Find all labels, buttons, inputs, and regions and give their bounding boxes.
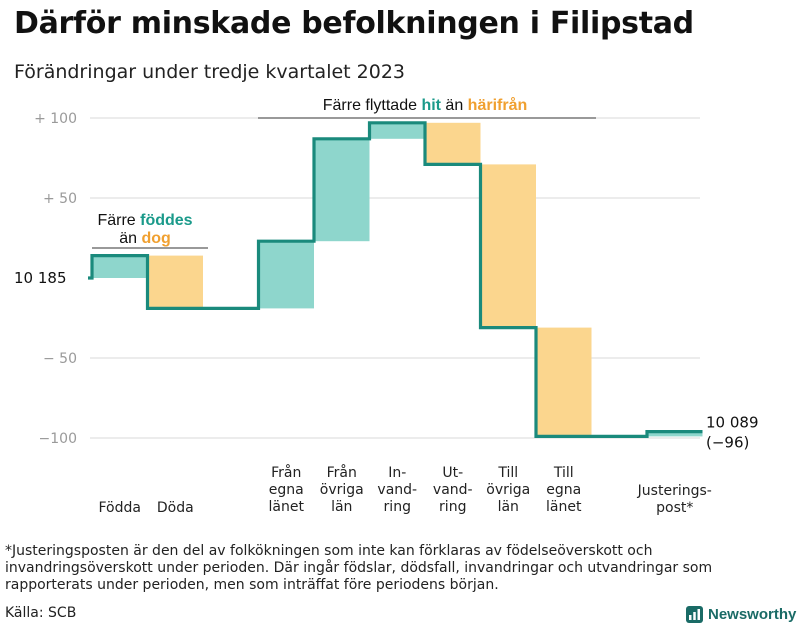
end-value-label: 10 089 (706, 414, 759, 432)
category-label: län (498, 499, 519, 515)
annotation-hit-text: föddes (140, 212, 193, 229)
page-subtitle: Förändringar under tredje kvartalet 2023 (14, 61, 406, 83)
annotation-dog-text: dog (141, 230, 170, 247)
category-label: län (331, 499, 352, 515)
category-label: övriga (486, 482, 530, 498)
end-change-label: (−96) (706, 434, 749, 452)
waterfall-step-line (88, 121, 703, 438)
waterfall-bar (647, 431, 703, 437)
category-label: In- (388, 465, 406, 481)
start-value-label: 10 185 (14, 269, 67, 287)
waterfall-bar (480, 164, 536, 328)
page-title: Därför minskade befolkningen i Filipstad (14, 6, 694, 41)
source-label: Källa: SCB (5, 605, 77, 621)
newsworthy-logo-icon (686, 605, 703, 623)
annotation-plain-text: Färre (97, 212, 140, 229)
annotation-dog-text: härifrån (468, 96, 528, 114)
category-label: övriga (320, 482, 364, 498)
category-label: Till (497, 465, 518, 481)
waterfall-bar (147, 255, 203, 309)
waterfall-bar (425, 122, 481, 165)
brand-name: Newsworthy (708, 605, 797, 623)
annotation-migration: Färre flyttade hit än härifrån (323, 96, 528, 114)
category-label: Födda (99, 500, 141, 516)
category-label: länet (269, 499, 305, 515)
category-label: egna (269, 482, 304, 498)
category-label: Justerings- (637, 483, 712, 499)
y-tick-label: − 50 (43, 351, 77, 367)
y-tick-label: + 100 (34, 111, 77, 127)
category-label: ring (439, 499, 466, 515)
category-label: Till (553, 465, 574, 481)
category-label: Döda (157, 500, 194, 516)
annotation-plain-text: än (119, 230, 141, 247)
annotation-plain-text: än (441, 97, 468, 114)
category-label: egna (546, 482, 581, 498)
annotation-births-deaths: Färre föddes (97, 212, 192, 229)
category-label: ring (384, 499, 411, 515)
waterfall-bar (258, 241, 314, 309)
annotation-hit-text: hit (421, 97, 441, 114)
category-label: Från (327, 464, 357, 481)
category-label: Från (271, 464, 301, 481)
category-label: post* (656, 500, 693, 516)
annotation-plain-text: Färre flyttade (323, 97, 422, 114)
waterfall-bar (92, 255, 148, 278)
waterfall-bar (369, 122, 425, 139)
annotation-births-deaths: än dog (119, 230, 171, 247)
waterfall-bar (536, 327, 592, 437)
footnote: *Justeringsposten är den del av folkökni… (5, 543, 713, 593)
category-label: vand- (377, 482, 417, 498)
y-tick-label: −100 (39, 431, 77, 447)
waterfall-bar (314, 138, 370, 242)
brand-logo: Newsworthy (686, 603, 796, 625)
category-label: länet (546, 499, 582, 515)
category-label: vand- (433, 482, 473, 498)
category-label: Ut- (442, 465, 463, 481)
y-tick-label: + 50 (43, 191, 77, 207)
